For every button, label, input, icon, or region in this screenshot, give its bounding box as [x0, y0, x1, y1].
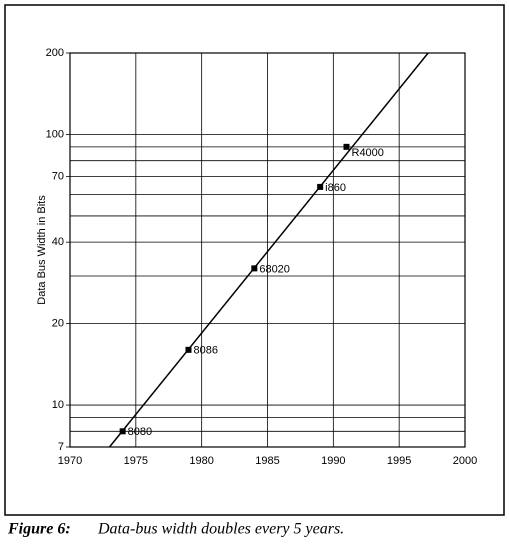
x-tick-label: 1985 — [255, 455, 279, 467]
y-tick-label: 70 — [52, 170, 64, 182]
point — [185, 346, 192, 353]
frame — [4, 4, 505, 516]
x-tick-label: 1975 — [124, 455, 148, 467]
plot-border — [69, 52, 466, 448]
trend-line — [108, 52, 429, 448]
point — [317, 183, 324, 190]
x-tick-label: 1995 — [387, 455, 411, 467]
caption-text: Data-bus width doubles every 5 years. — [97, 521, 344, 538]
x-tick-label: 2000 — [453, 455, 477, 467]
point — [343, 143, 350, 150]
y-tick-label: 100 — [46, 128, 64, 140]
y-tick-label: 40 — [52, 236, 64, 248]
x-tick-label: 1990 — [321, 455, 345, 467]
point-label: 8080 — [128, 426, 152, 438]
y-tick-label: 10 — [52, 399, 64, 411]
caption-label: Figure 6: — [7, 521, 71, 538]
x-tick-label: 1970 — [58, 455, 82, 467]
point — [119, 428, 126, 435]
point-label: i860 — [325, 182, 346, 194]
y-tick-label: 7 — [58, 441, 64, 453]
point-label: 68020 — [259, 263, 290, 275]
point — [251, 265, 258, 272]
y-axis-label: Data Bus Width in Bits — [36, 195, 48, 305]
y-tick-label: 200 — [46, 47, 64, 59]
y-tick-label: 20 — [52, 318, 64, 330]
point-label: R4000 — [352, 147, 384, 159]
point-label: 8086 — [194, 345, 218, 357]
x-tick-label: 1980 — [189, 455, 213, 467]
